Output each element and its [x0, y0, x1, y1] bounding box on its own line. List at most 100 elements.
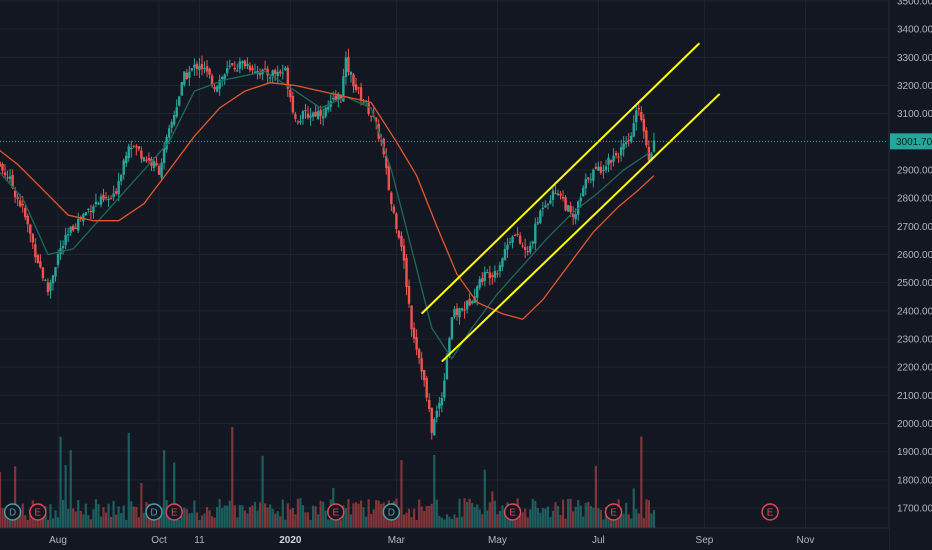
candle-body [155, 162, 158, 166]
volume-bar [337, 514, 340, 528]
event-marker-label: D [150, 508, 157, 519]
candle-body [650, 153, 653, 161]
candle-body [559, 193, 562, 196]
candle-body [415, 337, 418, 350]
candle-body [228, 65, 231, 67]
price-axis-bg [889, 0, 932, 550]
volume-bar [471, 502, 474, 528]
volume-bar [46, 519, 50, 528]
volume-bar [14, 466, 17, 528]
candle-body [72, 225, 75, 231]
volume-bar [195, 512, 199, 528]
volume-bar [311, 505, 315, 528]
volume-bar [122, 505, 125, 528]
volume-bar [342, 505, 345, 528]
candle-body [405, 257, 408, 288]
candle-body [635, 110, 638, 123]
volume-bar [458, 498, 461, 528]
volume-bar [281, 499, 284, 528]
volume-bar [380, 503, 383, 528]
candle-body [503, 248, 507, 260]
candle-body [21, 203, 24, 206]
candle-body [94, 201, 98, 205]
candle-body [493, 270, 497, 278]
volume-bar [251, 505, 254, 528]
candle-body [114, 191, 118, 194]
volume-bar [397, 513, 401, 528]
candle-body [107, 198, 110, 201]
volume-bar [412, 508, 416, 528]
candle-body [584, 178, 587, 189]
candle-body [220, 77, 224, 80]
volume-bar [324, 510, 327, 528]
volume-bar [625, 502, 628, 528]
earnings-marker [604, 503, 623, 521]
volume-bar [473, 507, 476, 528]
candle-body [481, 278, 484, 282]
volume-bar [8, 514, 12, 528]
volume-bar [190, 512, 193, 528]
volume-bar [142, 512, 145, 528]
candle-body [443, 380, 446, 398]
candle-body [195, 63, 199, 69]
candle-body [445, 358, 449, 379]
price-tick-label: 3200.00 [897, 81, 932, 92]
volume-bar [180, 515, 183, 528]
volume-bar [647, 500, 650, 528]
candle-body [400, 235, 403, 247]
trend-channel[interactable] [420, 42, 721, 363]
last-price-tag: 3001.70 [890, 133, 932, 150]
volume-bar [319, 500, 322, 528]
volume-bar [604, 506, 608, 528]
candle-body [385, 155, 388, 169]
volume-bar [574, 506, 577, 528]
volume-bar [266, 507, 269, 528]
volume-bar [428, 505, 431, 528]
time-axis[interactable]: Aug Oct 11 2020 Mar May Jul Sep Nov [0, 527, 889, 550]
volume-bar [200, 515, 204, 528]
candle-body [496, 273, 499, 275]
volume-bar [69, 450, 72, 528]
volume-bar [541, 508, 544, 528]
volume-bar [549, 517, 552, 528]
volume-bar [185, 509, 188, 528]
volume-bar [314, 506, 317, 528]
candle-body [602, 170, 605, 172]
volume-bar [438, 515, 441, 528]
candle-body [627, 139, 630, 141]
volume-bar [420, 506, 423, 528]
candle-body [342, 76, 345, 102]
candle-body [574, 214, 577, 220]
price-axis[interactable]: 1700.00 1800.00 1900.00 2000.00 2100.00 2200.… [888, 0, 932, 550]
candle-body [304, 110, 307, 112]
candle-body [24, 208, 27, 218]
candle-body [218, 79, 221, 89]
candle-body [375, 117, 378, 123]
last-price-label: 3001.70 [896, 137, 932, 148]
volume-bar [243, 510, 246, 528]
volume-bar [627, 514, 630, 528]
volume-bar [115, 514, 118, 528]
volume-bar [104, 512, 108, 528]
volume-bar [77, 500, 80, 528]
volume-bar [36, 518, 39, 528]
candle-body [332, 98, 335, 100]
candle-body [488, 272, 492, 279]
volume-bar [642, 518, 645, 528]
volume-bar [99, 516, 103, 528]
volume-bar [286, 503, 289, 528]
price-tick-label: 2200.00 [897, 363, 932, 374]
volume-bar [526, 517, 529, 528]
volume-bar [597, 508, 600, 528]
price-tick-label: 2600.00 [897, 250, 932, 261]
volume-bar [423, 510, 426, 528]
candle-body [561, 196, 565, 199]
volume-bar [536, 507, 539, 528]
volume-bar [521, 512, 524, 528]
candle-body [213, 86, 216, 90]
volume-bar [377, 500, 380, 528]
candle-body [619, 147, 623, 156]
volume-bar [221, 508, 224, 528]
